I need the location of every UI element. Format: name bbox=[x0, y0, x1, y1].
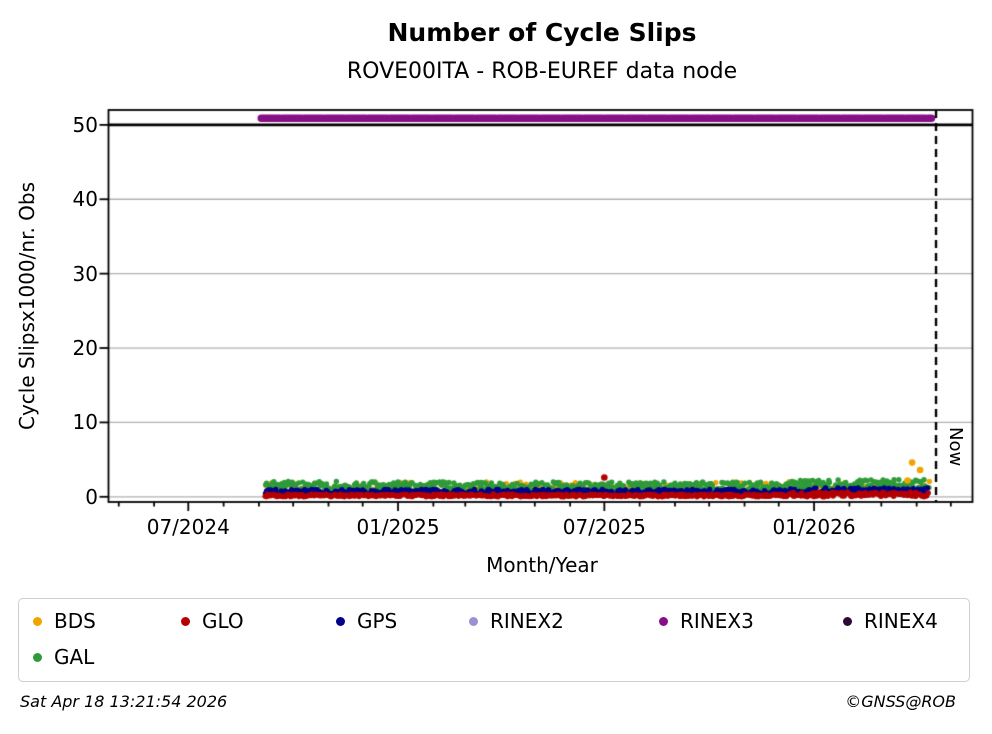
legend-dot-gps bbox=[336, 616, 345, 626]
legend-label-rinex3: RINEX3 bbox=[680, 609, 754, 633]
legend-dot-rinex2 bbox=[469, 616, 478, 626]
legend-item-rinex3: RINEX3 bbox=[659, 607, 754, 635]
legend-label-rinex4: RINEX4 bbox=[864, 609, 938, 633]
x-tick-label-07-2025: 07/2025 bbox=[562, 515, 646, 539]
legend-label-gps: GPS bbox=[357, 609, 398, 633]
legend-box: BDS GLO GPS RINEX2 RINEX3 RINEX4 GAL bbox=[18, 598, 970, 682]
plot-timestamp: Sat Apr 18 13:21:54 2026 bbox=[20, 692, 228, 711]
y-tick-label-30: 30 bbox=[72, 261, 98, 286]
legend-label-bds: BDS bbox=[54, 609, 96, 633]
legend-label-glo: GLO bbox=[202, 609, 244, 633]
y-tick-label-0: 0 bbox=[85, 484, 98, 509]
legend-item-gal: GAL bbox=[33, 643, 94, 671]
x-tick-label-07-2024: 07/2024 bbox=[146, 515, 230, 539]
y-tick-label-40: 40 bbox=[72, 187, 98, 212]
legend-label-rinex2: RINEX2 bbox=[490, 609, 564, 633]
chart-subtitle: ROVE00ITA - ROB-EUREF data node bbox=[346, 59, 738, 84]
legend-dot-bds bbox=[33, 616, 42, 626]
y-tick-label-50: 50 bbox=[72, 112, 98, 137]
legend-label-gal: GAL bbox=[54, 645, 95, 669]
legend-dot-glo bbox=[181, 616, 190, 626]
legend-dot-rinex3 bbox=[659, 616, 668, 626]
y-tick-label-10: 10 bbox=[72, 410, 98, 435]
now-line-label: Now bbox=[945, 427, 966, 467]
y-tick-label-20: 20 bbox=[72, 336, 98, 361]
chart-title: Number of Cycle Slips bbox=[387, 18, 697, 47]
x-tick-label-01-2025: 01/2025 bbox=[356, 515, 440, 539]
legend-dot-gal bbox=[33, 652, 42, 662]
copyright-credit: ©GNSS@ROB bbox=[845, 692, 956, 711]
legend-item-glo: GLO bbox=[181, 607, 244, 635]
x-axis-label: Month/Year bbox=[486, 553, 598, 577]
legend-item-rinex4: RINEX4 bbox=[843, 607, 938, 635]
legend-item-gps: GPS bbox=[336, 607, 397, 635]
legend-dot-rinex4 bbox=[843, 616, 852, 626]
legend-item-rinex2: RINEX2 bbox=[469, 607, 564, 635]
legend-item-bds: BDS bbox=[33, 607, 96, 635]
x-tick-label-01-2026: 01/2026 bbox=[772, 515, 856, 539]
y-axis-label: Cycle Slipsx1000/nr. Obs bbox=[15, 181, 39, 431]
